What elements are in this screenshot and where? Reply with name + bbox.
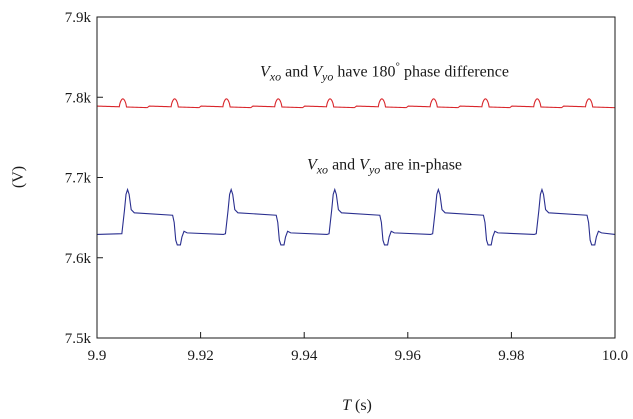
annotation-text-part: V [312,63,324,80]
y-axis-label: (V) [10,166,27,188]
annotation-text-part: yo [321,69,333,83]
y-tick-label: 7.5k [65,331,92,347]
annotation-1: Vxo and Vyo have 180° phase difference [260,60,509,83]
x-tick-label: 9.9 [88,348,107,364]
annotation-text-part: xo [269,69,281,83]
series-layer [96,98,616,246]
ticks-layer: 7.5k 7.6k 7.7k 7.8k 7.9k 9.9 9.92 9.94 9.96 9.98 1… [65,10,628,364]
annotation-text-part: V [307,156,319,173]
x-tick-label: 10.0 [602,348,628,364]
y-tick-label: 7.6k [65,251,92,267]
annotation-text-part: V [359,156,371,173]
y-tick-label: 7.9k [65,10,92,26]
annotation-text-part: ° [396,60,400,72]
y-tick-label: 7.7k [65,171,92,187]
annotation-text-part: and [328,156,359,173]
annotation-text-part: have 180 [333,63,395,80]
annotation-text-part: phase difference [400,63,509,80]
annotation-text-part: V [260,63,272,80]
annotation-text-part: yo [368,162,380,176]
x-tick-label: 9.92 [187,348,213,364]
annotation-2: Vxo and Vyo are in-phase [307,156,462,176]
x-axis-label-unit: (s) [351,397,372,414]
series-line-red [96,98,616,109]
series-line-blue [96,187,616,246]
annotation-text-part: xo [316,162,328,176]
y-tick-label: 7.8k [65,90,92,106]
x-tick-label: 9.94 [291,348,318,364]
annotation-layer: Vxo and Vyo have 180° phase differenceVx… [260,60,509,176]
x-tick-label: 9.98 [498,348,524,364]
x-axis-label: T (s) [342,397,372,414]
annotation-text-part: and [281,63,312,80]
x-tick-label: 9.96 [395,348,422,364]
x-axis-label-symbol: T [342,397,352,414]
annotation-text-part: are in-phase [380,156,462,173]
